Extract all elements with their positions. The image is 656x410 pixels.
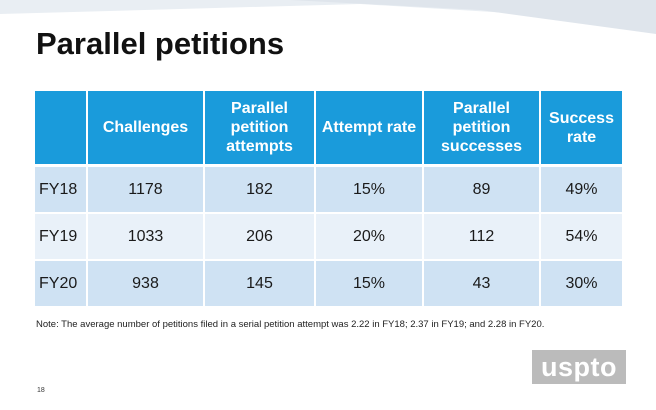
table-row: FY20 938 145 15% 43 30% <box>35 260 622 308</box>
parallel-successes-cell: 89 <box>423 165 541 214</box>
success-rate-cell: 30% <box>540 260 622 308</box>
challenges-cell: 1033 <box>87 213 205 261</box>
attempt-rate-cell: 15% <box>315 165 424 214</box>
row-label-cell: FY20 <box>35 260 88 308</box>
parallel-successes-cell: 112 <box>423 213 541 261</box>
challenges-cell: 1178 <box>87 165 205 214</box>
row-label-cell: FY19 <box>35 213 88 261</box>
page-title: Parallel petitions <box>36 26 285 61</box>
header-cell-challenges: Challenges <box>87 91 205 167</box>
success-rate-cell: 54% <box>540 213 622 261</box>
parallel-attempts-cell: 206 <box>204 213 316 261</box>
parallel-petitions-table: Challenges Parallel petition attempts At… <box>35 91 622 308</box>
table-row: FY18 1178 182 15% 89 49% <box>35 165 622 214</box>
row-label-cell: FY18 <box>35 165 88 214</box>
parallel-attempts-cell: 145 <box>204 260 316 308</box>
parallel-attempts-cell: 182 <box>204 165 316 214</box>
footnote: Note: The average number of petitions fi… <box>36 319 545 330</box>
top-decoration <box>0 0 656 34</box>
header-cell-parallel-petition-successes: Parallel petition successes <box>423 91 541 167</box>
parallel-successes-cell: 43 <box>423 260 541 308</box>
page-number: 18 <box>37 387 45 394</box>
attempt-rate-cell: 20% <box>315 213 424 261</box>
header-cell-parallel-petition-attempts: Parallel petition attempts <box>204 91 316 167</box>
table-row: FY19 1033 206 20% 112 54% <box>35 213 622 261</box>
table-header-row: Challenges Parallel petition attempts At… <box>35 91 622 167</box>
success-rate-cell: 49% <box>540 165 622 214</box>
header-cell-success-rate: Success rate <box>540 91 622 167</box>
header-cell-row-label <box>35 91 88 167</box>
header-cell-attempt-rate: Attempt rate <box>315 91 424 167</box>
challenges-cell: 938 <box>87 260 205 308</box>
uspto-logo: uspto <box>532 350 626 384</box>
attempt-rate-cell: 15% <box>315 260 424 308</box>
